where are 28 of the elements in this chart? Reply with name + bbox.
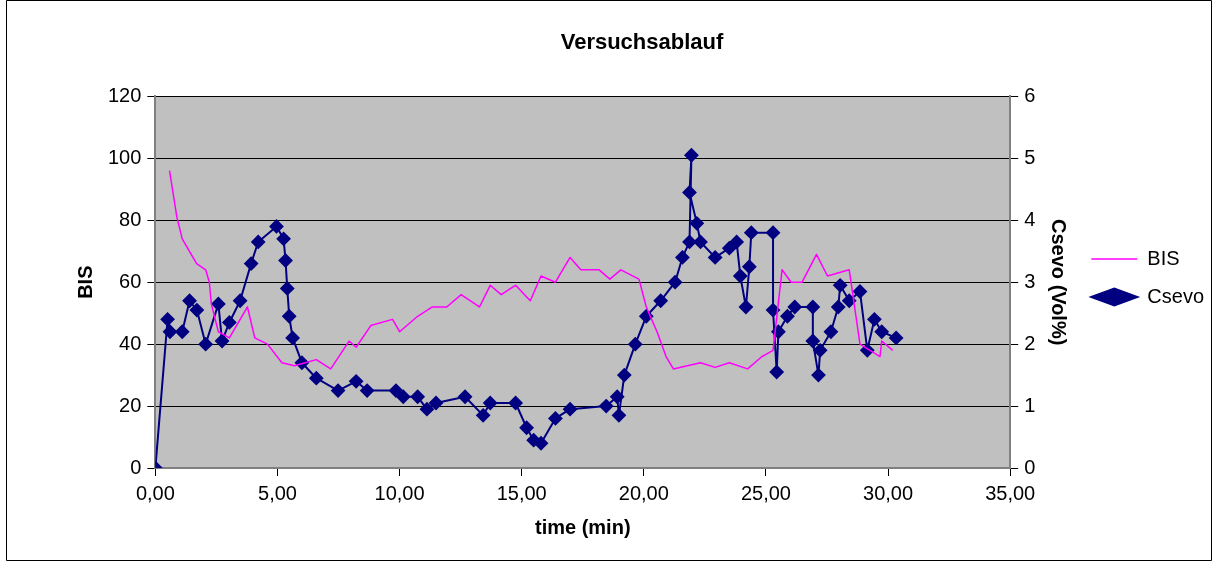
y2-tick-label: 3 — [1024, 269, 1036, 292]
x-tick-label: 20,00 — [618, 481, 669, 504]
y-tick-label: 80 — [119, 207, 142, 230]
y-tick-label: 100 — [107, 145, 142, 168]
y2-tick-label: 1 — [1024, 393, 1036, 416]
x-tick-label: 35,00 — [985, 481, 1036, 504]
y-tick-label: 60 — [119, 269, 142, 292]
x-tick-label: 30,00 — [863, 481, 914, 504]
y2-tick-label: 6 — [1024, 83, 1036, 106]
y2-axis-title: Csevo (Vol%) — [1047, 219, 1070, 346]
y2-tick-label: 2 — [1024, 331, 1036, 354]
x-tick-label: 15,00 — [496, 481, 547, 504]
legend-label: BIS — [1147, 246, 1180, 269]
x-tick-label: 0,00 — [135, 481, 175, 504]
y-axis-title: BIS — [73, 265, 96, 299]
y2-tick-label: 4 — [1024, 207, 1036, 230]
x-tick-label: 25,00 — [740, 481, 791, 504]
y2-tick-label: 0 — [1024, 455, 1036, 478]
y2-tick-label: 5 — [1024, 145, 1036, 168]
chart-title: Versuchsablauf — [560, 29, 724, 55]
x-tick-label: 5,00 — [258, 481, 297, 504]
x-tick-label: 10,00 — [374, 481, 425, 504]
y-tick-label: 0 — [130, 455, 142, 478]
y-tick-label: 20 — [119, 393, 142, 416]
legend-label: Csevo — [1147, 284, 1205, 307]
y-tick-label: 40 — [119, 331, 142, 354]
y-tick-label: 120 — [107, 83, 142, 106]
x-axis-title: time (min) — [535, 515, 631, 538]
